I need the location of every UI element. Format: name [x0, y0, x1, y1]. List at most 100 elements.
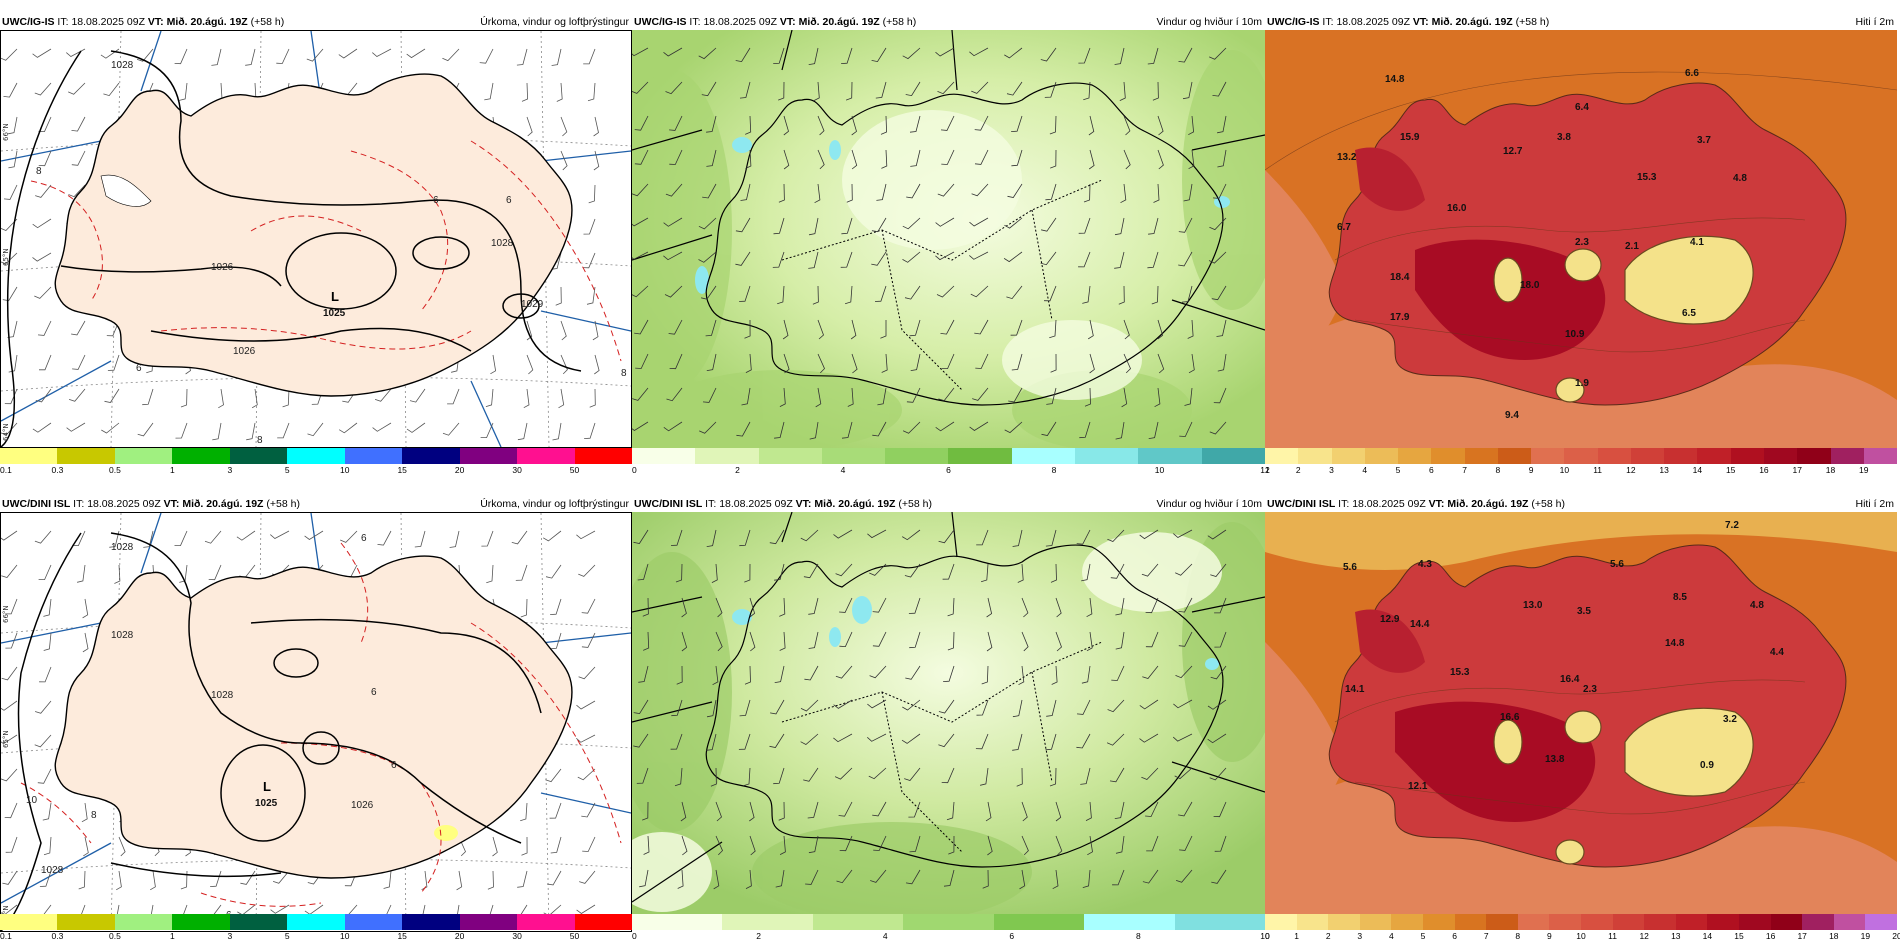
- wind-barb-icon: [851, 115, 857, 136]
- wind-barb-icon: [593, 150, 600, 171]
- wind-barb-icon: [1083, 183, 1091, 203]
- wind-barb-icon: [277, 422, 290, 439]
- iceland-land: [54, 73, 573, 397]
- valid-time: Mið. 20.ágú. 19Z: [166, 16, 248, 28]
- wind-barb-icon: [808, 597, 819, 615]
- panel-header: UWC/DINI ISL IT: 18.08.2025 09Z VT: Mið.…: [2, 498, 629, 510]
- colorbar-label: 15: [397, 931, 407, 941]
- wind-barb-icon: [516, 48, 528, 66]
- colorbar-segment: [114, 448, 173, 464]
- wind-barb-icon: [1178, 251, 1193, 267]
- wind-colorbar: 0 2 4 6 8 10 12: [632, 448, 1270, 475]
- wind-barb-icon: [1081, 563, 1091, 582]
- wind-barb-icon: [143, 530, 154, 548]
- wind-barb-icon: [104, 388, 120, 403]
- wind-barb-icon: [517, 870, 528, 888]
- wind-barb-icon: [805, 869, 819, 885]
- wind-barb-icon: [702, 387, 717, 403]
- temp-value-label: 12.1: [1408, 781, 1428, 792]
- wind-barb-icon: [71, 150, 86, 166]
- temp-map-svg: 14.8 6.6 6.4 15.9 3.8 3.7 13.2 12.7 15.3 4.8 16.0 6…: [1265, 30, 1897, 448]
- wind-barb-icon: [1016, 767, 1023, 787]
- precip-map: 1028 1026 1026 1028 1029 8 6 6 6 8 8 L 1…: [0, 30, 632, 448]
- temp-label: 6: [391, 760, 397, 771]
- wind-barb-icon: [844, 285, 853, 305]
- colorbar-label: 5: [284, 931, 290, 941]
- wind-barb-icon: [969, 217, 989, 227]
- temp-label: 10: [26, 795, 38, 806]
- pressure-label: 1028: [211, 690, 234, 701]
- wind-barb-icon: [706, 733, 717, 751]
- wind-barb-icon: [1081, 665, 1091, 684]
- wind-barb-icon: [71, 116, 86, 132]
- wind-barb-icon: [1076, 733, 1091, 749]
- wind-barb-icon: [783, 149, 790, 170]
- wind-barb-icon: [808, 47, 819, 65]
- wind-barb-icon: [442, 422, 460, 436]
- colorbar-segment: [344, 448, 403, 464]
- colorbar-segment: [1707, 914, 1739, 930]
- valid-time: Mið. 20.ágú. 19Z: [1431, 16, 1513, 28]
- colorbar-label: 10: [339, 465, 350, 475]
- wind-barb-icon: [974, 319, 989, 335]
- wind-barb-icon: [1004, 217, 1023, 229]
- wind-barb-icon: [817, 115, 825, 136]
- wind-barb-icon: [592, 320, 599, 341]
- wind-barb-icon: [1211, 869, 1227, 884]
- panel-title: Úrkoma, vindur og loftþrýstingur: [480, 498, 629, 510]
- temp-map-svg: 7.2 5.6 4.3 5.6 8.5 13.0 3.5 4.8 12.9 14.4 14.8 4.4…: [1265, 512, 1897, 914]
- wind-barb-icon: [1178, 47, 1193, 63]
- wind-barb-icon: [1, 564, 18, 578]
- wind-barb-icon: [770, 699, 785, 715]
- colorbar-segment: [1763, 448, 1798, 464]
- temp-value-label: 15.9: [1400, 132, 1420, 143]
- wind-barb-icon: [374, 388, 392, 402]
- wind-barb-icon: [909, 631, 921, 649]
- colorbar-segment: [1797, 448, 1831, 464]
- colorbar-segment: [517, 448, 575, 464]
- wind-barb-icon: [1207, 529, 1227, 540]
- wind-barb-icon: [82, 632, 89, 653]
- temp-value-label: 14.1: [1345, 684, 1365, 695]
- colorbar-segment: [1265, 448, 1299, 464]
- wind-barb-icon: [481, 530, 494, 547]
- colorbar-label: 2: [1295, 465, 1301, 475]
- wind-barb-icon: [1089, 353, 1095, 374]
- wind-barb-icon: [1086, 597, 1093, 618]
- colorbar-label: 6: [1452, 931, 1457, 941]
- wind-barb-icon: [1082, 869, 1091, 888]
- wind-barb-icon: [1012, 733, 1023, 751]
- wind-barb-icon: [1151, 285, 1159, 305]
- wind-barb-icon: [814, 183, 821, 204]
- wind-barb-icon: [980, 563, 989, 583]
- temp-map: 14.8 6.6 6.4 15.9 3.8 3.7 13.2 12.7 15.3 4.8 16.0 6…: [1265, 30, 1897, 448]
- colorbar-segment: [402, 448, 460, 464]
- temp-value-label: 16.6: [1500, 712, 1520, 723]
- wind-barb-icon: [1213, 801, 1227, 818]
- wind-barb-icon: [643, 631, 650, 651]
- wind-barb-icon: [773, 217, 785, 235]
- wind-barb-icon: [910, 149, 921, 167]
- wind-barb-icon: [749, 597, 756, 618]
- colorbar-label: 9: [1528, 465, 1534, 475]
- wind-barb-icon: [935, 47, 955, 57]
- wind-barb-icon: [867, 733, 887, 742]
- wind-barb-icon: [910, 353, 921, 371]
- wind-barb-icon: [909, 835, 921, 853]
- wind-barb-icon: [817, 149, 825, 170]
- wind-barb-icon: [582, 252, 596, 269]
- wind-barb-icon: [1110, 563, 1125, 579]
- wind-barb-icon: [520, 598, 528, 618]
- colorbar-segment: [1549, 914, 1581, 930]
- wind-barb-icon: [833, 699, 853, 709]
- wind-barb-icon: [947, 631, 955, 651]
- colorbar-label: 15: [1725, 465, 1736, 475]
- colorbar-segment: [695, 448, 759, 464]
- wind-barb-icon: [803, 767, 819, 782]
- wind-barb-icon: [1011, 115, 1023, 132]
- wind-barb-icon: [587, 82, 596, 102]
- wind-barb-icon: [905, 665, 921, 680]
- wind-barb-icon: [633, 699, 649, 715]
- model-name: UWC/DINI ISL: [634, 498, 703, 510]
- colorbar-segment: [517, 914, 575, 930]
